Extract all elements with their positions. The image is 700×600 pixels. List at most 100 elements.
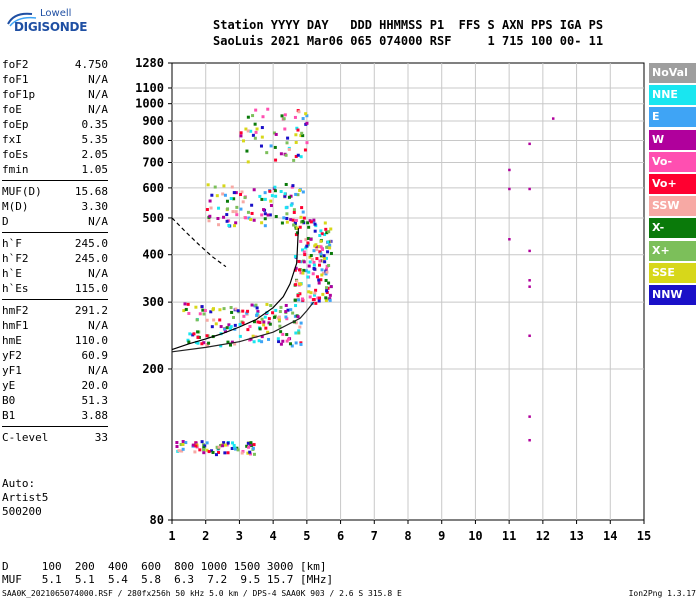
param-label: foF1 bbox=[2, 73, 29, 86]
echo-point bbox=[313, 222, 317, 226]
echo-point bbox=[301, 210, 305, 214]
echo-point bbox=[250, 203, 254, 207]
param-separator bbox=[2, 232, 108, 233]
echo-point bbox=[193, 450, 197, 454]
echo-point bbox=[191, 443, 195, 447]
echo-point bbox=[318, 234, 322, 238]
echo-point bbox=[175, 445, 179, 449]
echo-point bbox=[314, 288, 318, 292]
echo-point bbox=[223, 327, 227, 331]
echo-point bbox=[304, 238, 308, 242]
echo-point bbox=[177, 449, 181, 453]
echo-point bbox=[304, 269, 308, 273]
echo-point bbox=[192, 332, 196, 336]
echo-point bbox=[293, 314, 297, 318]
y-tick-label: 700 bbox=[142, 155, 164, 169]
echo-point bbox=[260, 335, 264, 339]
echo-point bbox=[293, 115, 297, 119]
echo-point bbox=[222, 441, 226, 445]
echo-point bbox=[225, 326, 229, 330]
echo-point bbox=[290, 344, 294, 348]
echo-point bbox=[223, 451, 227, 455]
param-label: hmF1 bbox=[2, 319, 29, 332]
echo-point bbox=[289, 203, 293, 207]
echo-point bbox=[226, 441, 230, 445]
echo-point bbox=[329, 227, 333, 231]
echo-point bbox=[252, 340, 256, 344]
param-row: h`F2 245.0 bbox=[2, 251, 108, 266]
echo-point bbox=[280, 221, 284, 225]
echo-point bbox=[320, 232, 324, 236]
autoscaling-info: Auto: Artist5 500200 bbox=[2, 477, 48, 519]
echo-point bbox=[279, 190, 283, 194]
logo-line1: Lowell bbox=[40, 8, 72, 19]
echo-point bbox=[285, 141, 289, 145]
echo-point bbox=[315, 257, 319, 261]
echo-point bbox=[205, 441, 209, 445]
echo-point bbox=[309, 220, 313, 224]
echo-point bbox=[312, 218, 316, 222]
param-row: h`E N/A bbox=[2, 266, 108, 281]
echo-point bbox=[263, 191, 267, 195]
echo-point bbox=[295, 126, 299, 130]
echo-point bbox=[297, 259, 301, 263]
param-label: MUF(D) bbox=[2, 185, 42, 198]
echo-point bbox=[180, 449, 184, 453]
echo-point bbox=[234, 447, 238, 451]
echo-point bbox=[184, 441, 188, 445]
echo-point bbox=[245, 444, 249, 448]
param-value: 15.68 bbox=[74, 185, 108, 198]
echo-point bbox=[328, 297, 332, 301]
echo-point bbox=[202, 341, 206, 345]
echo-point bbox=[321, 292, 325, 296]
echo-point bbox=[279, 305, 283, 309]
echo-point bbox=[181, 442, 185, 446]
echo-point bbox=[217, 445, 221, 449]
echo-point bbox=[207, 219, 211, 223]
echo-point bbox=[179, 443, 183, 447]
echo-point bbox=[289, 218, 293, 222]
echo-point bbox=[305, 114, 309, 118]
echo-point bbox=[302, 260, 306, 264]
echo-point bbox=[279, 330, 283, 334]
station-header: Station YYYY DAY DDD HHMMSS P1 FFS S AXN… bbox=[213, 17, 603, 49]
software-version: Ion2Png 1.3.17 bbox=[628, 589, 696, 598]
echo-point bbox=[236, 448, 240, 452]
echo-point bbox=[267, 317, 271, 321]
echo-point bbox=[298, 225, 302, 229]
echo-point bbox=[241, 200, 245, 204]
echo-point bbox=[221, 192, 225, 196]
param-row: hmE 110.0 bbox=[2, 333, 108, 348]
echo-point bbox=[284, 315, 288, 319]
echo-point bbox=[324, 227, 328, 231]
echo-point bbox=[299, 260, 303, 264]
echo-point bbox=[209, 206, 213, 210]
echo-point bbox=[230, 310, 234, 314]
echo-point bbox=[279, 152, 283, 156]
echo-point bbox=[227, 323, 231, 327]
echo-point bbox=[317, 281, 321, 285]
echo-point bbox=[279, 342, 283, 346]
echo-point bbox=[196, 335, 200, 339]
echo-point bbox=[196, 330, 200, 334]
x-tick-label: 2 bbox=[202, 529, 209, 543]
echo-point bbox=[203, 444, 207, 448]
echo-point bbox=[230, 185, 234, 189]
echo-point bbox=[260, 135, 264, 139]
echo-point bbox=[232, 191, 236, 195]
x-tick-label: 1 bbox=[168, 529, 175, 543]
echo-point bbox=[295, 279, 299, 283]
legend-item-vo: Vo+ bbox=[649, 173, 696, 194]
echo-point bbox=[221, 444, 225, 448]
echo-point bbox=[229, 306, 233, 310]
echo-point bbox=[312, 249, 316, 253]
legend-item-nnw: NNW bbox=[649, 284, 696, 305]
echo-point bbox=[324, 256, 328, 260]
echo-point bbox=[315, 275, 319, 279]
echo-point bbox=[298, 282, 302, 286]
echo-point bbox=[286, 136, 290, 140]
param-label: foF1p bbox=[2, 88, 36, 101]
echo-point bbox=[292, 158, 296, 162]
param-row: C-level 33 bbox=[2, 430, 108, 445]
